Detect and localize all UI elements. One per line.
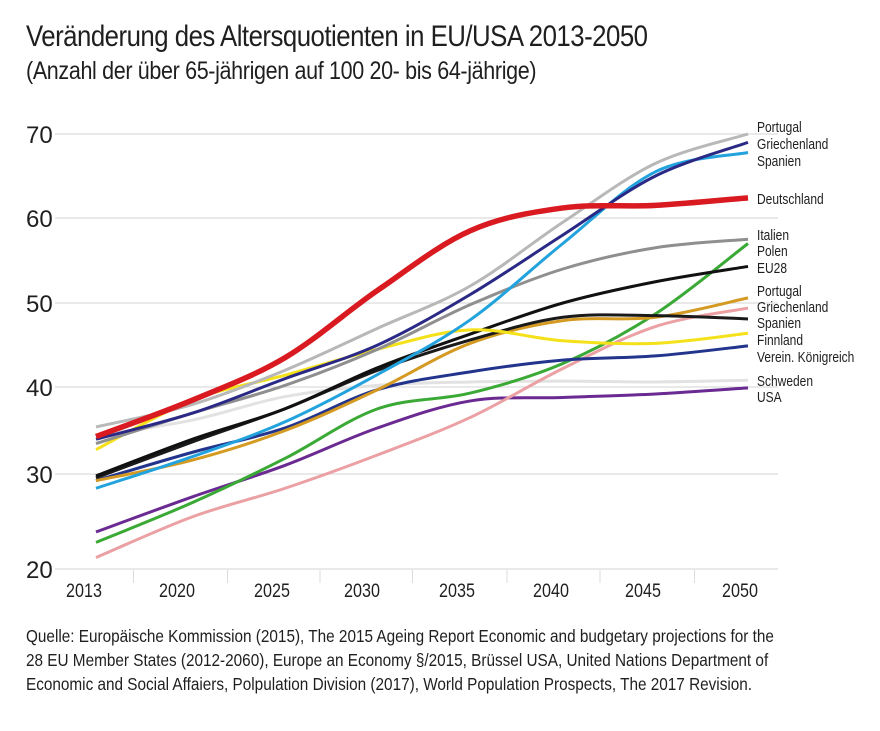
y-tick-label: 60: [26, 206, 53, 233]
x-tick-label: 2025: [254, 580, 290, 602]
y-tick-label: 20: [26, 557, 53, 584]
series-line-spanien: [95, 151, 749, 490]
legend-label: Deutschland: [757, 191, 824, 208]
legend-label: Spanien: [757, 315, 801, 332]
legend-label: Schweden: [757, 373, 813, 390]
legend-label: USA: [757, 389, 782, 406]
series-line-usa: [95, 386, 749, 534]
x-tick-label: 2020: [159, 580, 195, 602]
series-line-finnland: [95, 328, 749, 451]
y-tick-label: 30: [26, 462, 53, 489]
x-axis: 2013 2020 2025 2030 2035 2040 2045 2050: [66, 570, 758, 601]
legend-label: Griechenland: [757, 299, 828, 316]
x-tick-label: 2013: [66, 580, 102, 602]
legend-label: Spanien: [757, 153, 801, 170]
legend-label: Griechenland: [757, 136, 828, 153]
series-lines: [95, 132, 749, 559]
legend-label: EU28: [757, 260, 787, 277]
chart-title: Veränderung des Altersquotienten in EU/U…: [26, 20, 648, 53]
x-tick-label: 2050: [722, 580, 758, 602]
source-line: Quelle: Europäische Kommission (2015), T…: [26, 626, 774, 646]
legend-label: Italien: [757, 227, 789, 244]
chart-subtitle: (Anzahl der über 65-jährigen auf 100 20-…: [26, 57, 537, 85]
legend: PortugalGriechenlandSpanienDeutschlandIt…: [757, 119, 854, 406]
y-tick-label: 40: [26, 375, 53, 402]
legend-label: Finnland: [757, 332, 803, 349]
y-axis: 20 30 40 50 60 70: [26, 122, 53, 584]
source-line: 28 EU Member States (2012-2060), Europe …: [26, 650, 769, 670]
series-line-deutschland: [95, 195, 749, 440]
series-line-verein-k-nigreich: [95, 344, 749, 483]
source-note: Quelle: Europäische Kommission (2015), T…: [26, 624, 814, 696]
y-tick-label: 70: [26, 122, 53, 149]
x-tick-label: 2030: [344, 580, 380, 602]
legend-label: Portugal: [757, 283, 802, 300]
series-line-eu28: [95, 264, 749, 478]
gridlines: [55, 133, 778, 570]
legend-label: Portugal: [757, 119, 802, 136]
series-line-griechenland: [95, 140, 749, 441]
legend-label: Polen: [757, 243, 788, 260]
source-line: Economic and Social Affaiers, Polpulatio…: [26, 674, 753, 694]
series-line-spanien: [95, 313, 749, 480]
x-tick-label: 2040: [533, 580, 569, 602]
series-line-portugal: [95, 296, 749, 483]
legend-label: Verein. Königreich: [757, 349, 854, 366]
series-line-griechenland: [95, 306, 749, 559]
x-tick-label: 2045: [625, 580, 661, 602]
series-line-portugal: [95, 132, 749, 429]
y-tick-label: 50: [26, 291, 53, 318]
x-tick-label: 2035: [439, 580, 475, 602]
series-line-schweden: [95, 378, 749, 438]
